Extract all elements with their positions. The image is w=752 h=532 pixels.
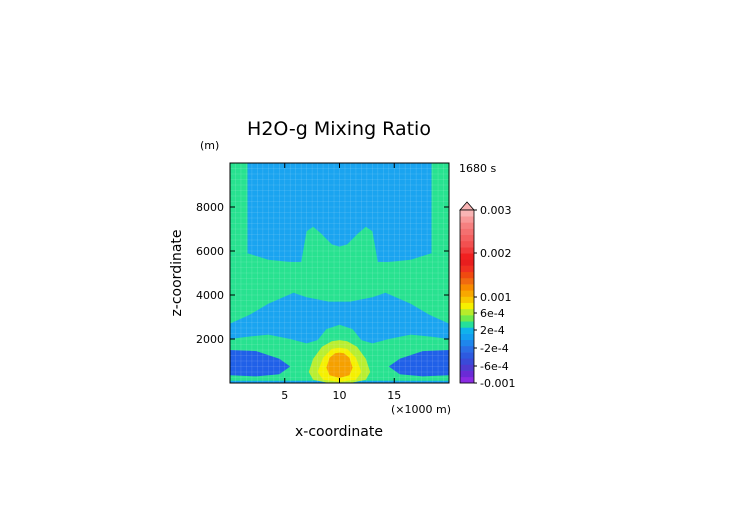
colorbar-label: -0.001 [480,377,515,390]
colorbar-swatch [460,308,474,316]
plot-area: 5 10 15 2000 4000 6000 8000 [196,162,450,402]
colorbar-label: 0.003 [480,204,512,217]
colorbar-legend: 0.003 0.002 0.001 6e-4 2e-4 -2e-4 -6e-4 -0.001 [459,201,515,390]
x-axis-unit: (×1000 m) [391,403,451,416]
colorbar-swatch [460,240,474,248]
y-tick-label: 2000 [196,333,224,346]
colorbar-swatch [460,296,474,303]
colorbar-swatch [460,358,474,365]
contour-region-orange-blob [326,352,353,378]
colorbar-label: 6e-4 [480,307,505,320]
colorbar-swatch [460,284,474,291]
colorbar-label: -2e-4 [480,342,509,355]
colorbar-label: 0.002 [480,247,512,260]
colorbar-swatch [460,234,474,242]
x-tick-label: 15 [387,389,401,402]
x-axis-ticks: 5 10 15 [281,163,401,402]
colorbar-swatch [460,321,474,328]
colorbar-label: -6e-4 [480,360,509,373]
contour-region-blue-left [230,350,291,377]
colorbar-swatch [460,210,474,217]
colorbar-swatch [460,364,474,371]
colorbar-swatch [460,222,474,229]
colorbar-label: 0.001 [480,291,512,304]
y-tick-label: 6000 [196,245,224,258]
chart-title: H2O-g Mixing Ratio [247,118,431,140]
y-tick-label: 8000 [196,201,224,214]
y-tick-label: 4000 [196,289,224,302]
colorbar-swatch [460,265,474,273]
x-tick-label: 10 [333,389,347,402]
colorbar-swatch [460,327,474,334]
colorbar-swatch [460,376,474,384]
time-label: 1680 s [459,162,496,175]
y-axis-label: z-coordinate [169,229,185,316]
x-tick-label: 5 [281,389,288,402]
colorbar-swatch [460,352,474,359]
colorbar-swatch [460,333,474,341]
contour-region-outer-green [230,163,248,256]
plot-grid [230,163,449,383]
colorbar-swatch [460,302,474,310]
contour-region-blue-right [388,350,449,377]
colorbar-label: 2e-4 [480,324,505,337]
colorbar-swatch [460,315,474,322]
colorbar-swatch [460,216,474,223]
colorbar-swatch [460,339,474,347]
contour-region-outer-green-right [431,163,449,256]
contour-region-central-green [230,226,449,324]
colorbar-swatch [460,259,474,266]
y-axis-unit: (m) [200,139,219,152]
colorbar-swatch [460,271,474,279]
colorbar-swatch [460,370,474,378]
colorbar-swatch [460,345,474,353]
colorbar-swatch [460,228,474,236]
colorbar-swatch [460,253,474,260]
colorbar-swatch [460,247,474,254]
y-axis-ticks: 2000 4000 6000 8000 [196,201,449,346]
colorbar-swatch [460,290,474,297]
x-axis-label: x-coordinate [295,424,383,440]
colorbar-swatch [460,277,474,285]
contour-field [230,163,449,383]
